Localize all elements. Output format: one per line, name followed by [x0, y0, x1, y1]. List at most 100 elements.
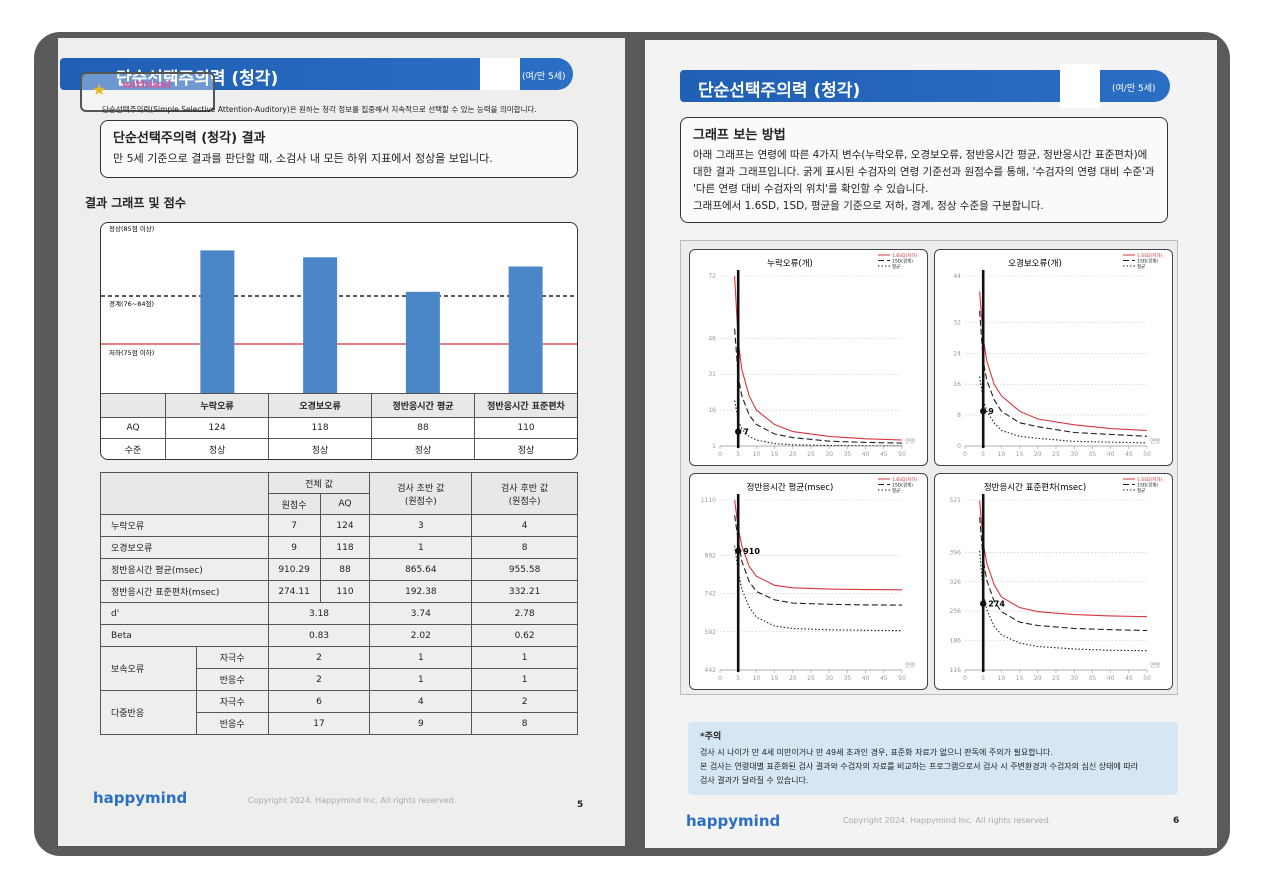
curve — [734, 400, 902, 446]
line-chart: 오경보오류(개) 1.6SD(저하)1SD(경계)평균 0 8 16 24 32 44 0 5 10… — [953, 252, 1163, 458]
x-tick-label: 15 — [771, 675, 779, 682]
x-tick-label: 20 — [1034, 451, 1042, 458]
header-line: (원점수) — [508, 496, 541, 507]
x-tick-label: 45 — [880, 675, 888, 682]
header-band: 단순선택주의력 (청각) (여/만 5세) — [60, 58, 573, 90]
table-row: 반응수 2 1 1 — [101, 668, 578, 691]
guide-box: 그래프 보는 방법 아래 그래프는 연령에 따른 4가지 변수(누락오류, 오경… — [680, 117, 1168, 223]
row-label: d' — [100, 602, 269, 625]
header-title: 단순선택주의력 (청각) — [698, 81, 861, 101]
x-tick-label: 0 — [718, 451, 722, 458]
x-tick-label: 15 — [1016, 675, 1024, 682]
y-tick-label: 396 — [950, 549, 962, 556]
chart-card: 오경보오류(개) 1.6SD(저하) 1SD(경계) 평균 0 8 16 24 32 44 0 5 10… — [934, 249, 1173, 466]
x-tick-label: 0 — [963, 675, 967, 682]
legend-label: 1SD(경계) — [1137, 257, 1158, 264]
line-chart: 정반응시간 평균(msec) 1.6SD(저하)1SD(경계)평균 442 592 74… — [701, 476, 918, 682]
score-cell: 정상 — [473, 438, 577, 459]
x-tick-label: 5 — [981, 451, 985, 458]
value-cell: 17 — [267, 712, 371, 735]
x-tick-label: 45 — [1125, 451, 1133, 458]
x-tick-label: 35 — [844, 451, 852, 458]
legend-label: 평균 — [1137, 487, 1145, 494]
legend-label: 1.6SD(저하) — [892, 476, 918, 483]
value-cell: 110 — [319, 580, 371, 603]
photo-frame: 단순선택주의력 (청각) (여/만 5세) withlael ★ 단순선택주의력… — [34, 32, 1230, 856]
row-label: 다중반응 — [100, 690, 197, 735]
header-line: (원점수) — [404, 496, 437, 507]
legend-label: 1SD(경계) — [892, 481, 913, 488]
guide-line: 대한 결과 그래프입니다. 굵게 표시된 수검자의 연령 기준선과 원점수를 통… — [693, 166, 1155, 178]
sub-header: 원점수 — [267, 493, 321, 515]
row-label: 오경보오류 — [100, 536, 269, 559]
value-cell: 1 — [369, 536, 473, 559]
value-cell: 0.62 — [471, 624, 578, 647]
bar — [508, 266, 543, 393]
note-title: *주의 — [700, 732, 722, 742]
x-tick-label: 25 — [807, 675, 815, 682]
subject-point — [980, 600, 987, 607]
description: 단순선택주의력(Simple Selective Attention-Audit… — [102, 105, 537, 114]
subject-point — [735, 547, 742, 555]
score-table: 누락오류 오경보오류 정반응시간 평균 정반응시간 표준편차 AQ 124 118 88 110… — [101, 393, 577, 459]
value-cell: 2 — [471, 690, 578, 713]
score-cell: 정상 — [268, 438, 373, 459]
score-cell: 118 — [268, 417, 373, 439]
value-cell: 124 — [319, 514, 371, 537]
y-tick-label: 16 — [708, 407, 716, 414]
subject-point — [980, 408, 987, 415]
x-tick-label: 5 — [736, 451, 740, 458]
score-cell: 124 — [165, 417, 270, 439]
x-tick-label: 25 — [807, 451, 815, 458]
page-number: 5 — [577, 800, 584, 810]
brand: happymind — [686, 812, 781, 830]
x-tick-label: 35 — [1089, 675, 1097, 682]
curve — [979, 550, 1147, 652]
legend-label: 평균 — [892, 487, 900, 494]
left-page: 단순선택주의력 (청각) (여/만 5세) withlael ★ 단순선택주의력… — [58, 38, 625, 846]
y-tick-label: 16 — [953, 381, 961, 388]
x-tick-label: 35 — [1089, 451, 1097, 458]
subject-label: 910 — [743, 547, 760, 556]
value-cell: 2.78 — [471, 602, 578, 625]
x-tick-label: 45 — [1125, 675, 1133, 682]
bar — [405, 291, 440, 393]
result-text: 만 5세 기준으로 결과를 판단할 때, 소검사 내 모든 하위 지표에서 정상… — [113, 152, 493, 165]
y-tick-label: 1 — [712, 443, 716, 450]
value-cell: 3 — [369, 514, 473, 537]
subject-label: 274 — [988, 600, 1005, 609]
value-cell: 8 — [471, 536, 578, 559]
x-tick-label: 50 — [1143, 451, 1151, 458]
x-tick-label: 50 — [1143, 675, 1151, 682]
value-cell: 1 — [369, 646, 473, 669]
header-line: 검사 초반 값 — [397, 483, 445, 494]
row-label: 보속오류 — [100, 646, 197, 691]
y-tick-label: 32 — [953, 319, 961, 326]
brand: happymind — [93, 789, 188, 807]
right-page: 단순선택주의력 (청각) (여/만 5세) 그래프 보는 방법 아래 그래프는 … — [645, 40, 1217, 848]
x-tick-label: 30 — [825, 451, 833, 458]
x-tick-label: 0 — [963, 451, 967, 458]
legend-label: 1.6SD(저하) — [892, 252, 918, 259]
line-chart: 정반응시간 표준편차(msec) 1.6SD(저하)1SD(경계)평균 116 186… — [950, 476, 1163, 682]
result-title: 단순선택주의력 (청각) 결과 — [113, 131, 266, 146]
chart-title: 정반응시간 표준편차(msec) — [984, 482, 1086, 493]
score-row: 수준 정상 정상 정상 정상 — [101, 438, 577, 459]
column-header: 오경보오류 — [268, 393, 373, 418]
legend-label: 1.6SD(저하) — [1137, 252, 1163, 259]
row-label: 정반응시간 표준편차(msec) — [100, 580, 269, 603]
y-tick-label: 1110 — [701, 497, 716, 504]
sub-label: 반응수 — [195, 712, 269, 735]
guide-text: 아래 그래프는 연령에 따른 4가지 변수(누락오류, 오경보오류, 정반응시간… — [693, 147, 1167, 215]
x-tick-label: 40 — [1107, 451, 1115, 458]
x-tick-label: 45 — [880, 451, 888, 458]
value-cell: 4 — [471, 514, 578, 537]
legend-label: 평균 — [892, 263, 900, 270]
score-row: AQ 124 118 88 110 — [101, 417, 577, 439]
x-axis-label: 연령 — [1150, 437, 1160, 445]
header-row: 누락오류 오경보오류 정반응시간 평균 정반응시간 표준편차 — [101, 393, 577, 418]
score-cell: 정상 — [165, 438, 270, 459]
curve — [734, 276, 902, 441]
curve — [734, 545, 902, 632]
